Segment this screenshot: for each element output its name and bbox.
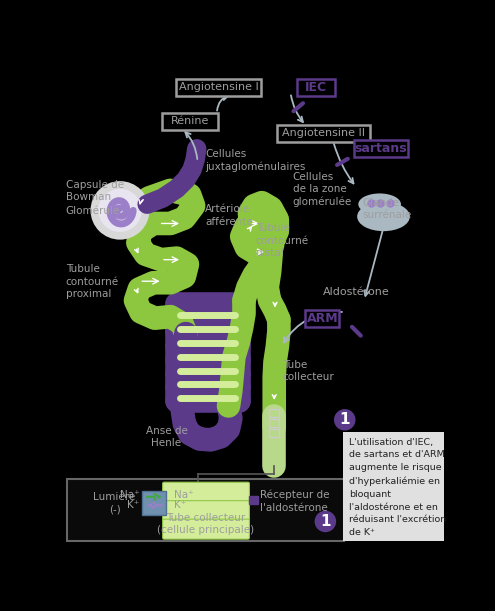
Text: IEC: IEC bbox=[305, 81, 327, 93]
FancyBboxPatch shape bbox=[249, 496, 257, 504]
FancyBboxPatch shape bbox=[163, 500, 249, 521]
Circle shape bbox=[99, 189, 142, 232]
Text: Tube
collecteur: Tube collecteur bbox=[283, 360, 335, 382]
Ellipse shape bbox=[358, 194, 401, 215]
FancyArrowPatch shape bbox=[248, 227, 251, 231]
Text: Glomérule: Glomérule bbox=[66, 206, 120, 216]
FancyArrowPatch shape bbox=[272, 395, 276, 398]
Text: L'utilisation d'IEC,
de sartans et d'ARM
augmente le risque
d'hyperkaliémie en
b: L'utilisation d'IEC, de sartans et d'ARM… bbox=[348, 437, 446, 537]
Circle shape bbox=[91, 181, 149, 240]
FancyBboxPatch shape bbox=[343, 432, 444, 541]
Text: Anse de
Henle: Anse de Henle bbox=[146, 426, 188, 448]
Text: sartans: sartans bbox=[355, 142, 407, 155]
FancyArrowPatch shape bbox=[364, 230, 383, 296]
Text: Rénine: Rénine bbox=[171, 116, 209, 126]
Text: Tubule
contourné
proximal: Tubule contourné proximal bbox=[66, 265, 119, 299]
Text: Capsule de
Bowman: Capsule de Bowman bbox=[66, 180, 124, 202]
FancyBboxPatch shape bbox=[163, 482, 249, 502]
FancyBboxPatch shape bbox=[297, 79, 335, 96]
Text: Cellules
juxtagloménulaires: Cellules juxtagloménulaires bbox=[205, 149, 305, 172]
FancyArrowPatch shape bbox=[284, 312, 342, 343]
Text: Tube collecteur
(cellule principale): Tube collecteur (cellule principale) bbox=[157, 513, 254, 535]
Text: 1: 1 bbox=[320, 514, 331, 529]
Text: K⁺: K⁺ bbox=[127, 500, 140, 510]
FancyBboxPatch shape bbox=[162, 112, 218, 130]
FancyArrowPatch shape bbox=[135, 288, 138, 293]
FancyArrowPatch shape bbox=[334, 144, 353, 183]
Text: Lumière
(-): Lumière (-) bbox=[94, 492, 136, 514]
FancyBboxPatch shape bbox=[67, 479, 344, 541]
Text: Glande
surrénale: Glande surrénale bbox=[362, 198, 412, 221]
Text: Cellules
de la zone
glomérulée: Cellules de la zone glomérulée bbox=[293, 172, 352, 207]
Circle shape bbox=[315, 511, 336, 532]
FancyArrowPatch shape bbox=[291, 95, 303, 122]
Text: Angiotensine I: Angiotensine I bbox=[179, 82, 258, 92]
FancyBboxPatch shape bbox=[176, 79, 261, 96]
FancyBboxPatch shape bbox=[354, 141, 408, 157]
Text: K⁺: K⁺ bbox=[174, 500, 187, 510]
Text: Aldostérone: Aldostérone bbox=[323, 287, 390, 296]
Text: Na⁺: Na⁺ bbox=[120, 490, 140, 500]
Circle shape bbox=[335, 410, 355, 430]
Text: ARM: ARM bbox=[306, 312, 338, 324]
Text: Na⁺: Na⁺ bbox=[174, 490, 194, 500]
FancyArrowPatch shape bbox=[217, 95, 228, 111]
FancyArrowPatch shape bbox=[273, 302, 277, 306]
FancyBboxPatch shape bbox=[143, 491, 166, 515]
FancyBboxPatch shape bbox=[305, 310, 340, 327]
FancyBboxPatch shape bbox=[163, 519, 249, 539]
Text: Tubule
contourné
distal: Tubule contourné distal bbox=[255, 224, 309, 258]
Text: Angiotensine II: Angiotensine II bbox=[282, 128, 364, 138]
Ellipse shape bbox=[357, 202, 410, 231]
Text: Récepteur de
l'aldostérone: Récepteur de l'aldostérone bbox=[260, 490, 330, 513]
Text: 1: 1 bbox=[340, 412, 350, 427]
FancyBboxPatch shape bbox=[277, 125, 370, 142]
FancyArrowPatch shape bbox=[135, 248, 138, 252]
FancyArrowPatch shape bbox=[139, 200, 143, 204]
Text: Artériole
afférente: Artériole afférente bbox=[205, 204, 253, 227]
FancyArrowPatch shape bbox=[186, 132, 198, 159]
